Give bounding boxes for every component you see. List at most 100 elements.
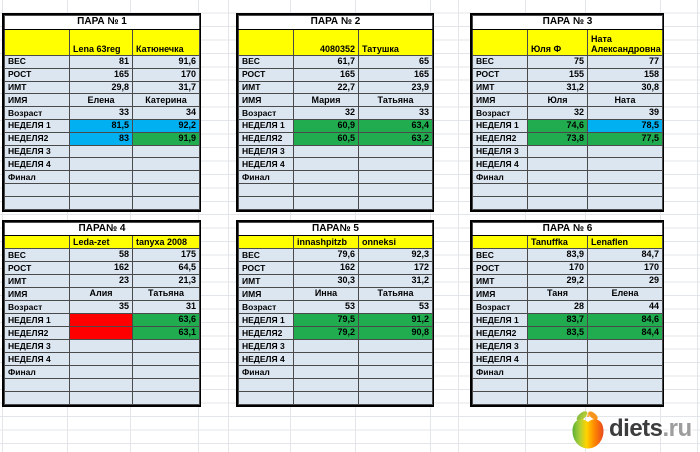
empty-cell[interactable]: [586, 195, 664, 210]
empty-cell[interactable]: [69, 182, 133, 197]
value-cell[interactable]: [293, 170, 359, 184]
empty-cell[interactable]: [293, 391, 359, 405]
corner-cell[interactable]: [238, 235, 294, 249]
empty-cell[interactable]: [238, 378, 294, 392]
value-cell[interactable]: 64,5: [131, 261, 201, 275]
row-label-cell[interactable]: ВЕС: [238, 248, 294, 262]
empty-cell[interactable]: [131, 391, 201, 405]
row-label-cell[interactable]: НЕДЕЛЯ2: [4, 131, 70, 146]
week-value-cell[interactable]: 83: [69, 131, 133, 146]
participant-name-cell[interactable]: onneksi: [357, 235, 434, 249]
value-cell[interactable]: [131, 339, 201, 353]
participant-name-cell[interactable]: Катюнечка: [131, 29, 201, 56]
week-value-cell[interactable]: 63,4: [357, 118, 434, 133]
empty-cell[interactable]: [357, 182, 434, 197]
week-value-cell[interactable]: 92,2: [131, 118, 201, 133]
row-label-cell[interactable]: НЕДЕЛЯ 3: [238, 339, 294, 353]
week-value-cell[interactable]: 79,5: [293, 313, 359, 327]
empty-cell[interactable]: [527, 195, 588, 210]
value-cell[interactable]: [69, 352, 133, 366]
row-label-cell[interactable]: НЕДЕЛЯ 4: [4, 352, 70, 366]
value-cell[interactable]: 31,2: [357, 274, 434, 288]
value-cell[interactable]: 84,7: [586, 248, 664, 262]
empty-cell[interactable]: [4, 195, 70, 210]
value-cell[interactable]: [293, 144, 359, 159]
pair-title[interactable]: ПАРА № 2: [237, 15, 434, 30]
empty-cell[interactable]: [238, 391, 294, 405]
row-label-cell[interactable]: РОСТ: [4, 261, 70, 275]
value-cell[interactable]: 162: [69, 261, 133, 275]
empty-cell[interactable]: [131, 378, 201, 392]
value-cell[interactable]: [293, 339, 359, 353]
pair-title[interactable]: ПАРА № 3: [471, 15, 664, 30]
value-cell[interactable]: [131, 365, 201, 379]
row-label-cell[interactable]: РОСТ: [472, 261, 528, 275]
value-cell[interactable]: 65: [357, 55, 434, 69]
empty-cell[interactable]: [586, 391, 664, 405]
value-cell[interactable]: 83,9: [527, 248, 588, 262]
week-value-cell[interactable]: 60,9: [293, 118, 359, 133]
participant-name-cell[interactable]: Tanuffka: [527, 235, 588, 249]
pair-title[interactable]: ПАРА № 6: [471, 222, 664, 236]
empty-cell[interactable]: [357, 195, 434, 210]
value-cell[interactable]: [357, 352, 434, 366]
value-cell[interactable]: Елена: [69, 93, 133, 108]
value-cell[interactable]: 165: [293, 67, 359, 82]
corner-cell[interactable]: [238, 29, 294, 56]
value-cell[interactable]: Татьяна: [131, 287, 201, 301]
week-value-cell[interactable]: 63,6: [131, 313, 201, 327]
value-cell[interactable]: 79,6: [293, 248, 359, 262]
empty-cell[interactable]: [4, 182, 70, 197]
participant-name-cell[interactable]: Юля Ф: [527, 29, 588, 56]
value-cell[interactable]: Ната: [586, 93, 664, 108]
empty-cell[interactable]: [293, 378, 359, 392]
row-label-cell[interactable]: ВЕС: [238, 55, 294, 69]
week-value-cell[interactable]: 73,8: [527, 131, 588, 146]
week-value-cell[interactable]: 90,8: [357, 326, 434, 340]
value-cell[interactable]: 32: [527, 106, 588, 120]
row-label-cell[interactable]: Финал: [4, 170, 70, 184]
value-cell[interactable]: [586, 170, 664, 184]
value-cell[interactable]: [357, 157, 434, 172]
value-cell[interactable]: [131, 352, 201, 366]
row-label-cell[interactable]: Возраст: [4, 106, 70, 120]
week-value-cell[interactable]: 63,2: [357, 131, 434, 146]
value-cell[interactable]: Юля: [527, 93, 588, 108]
value-cell[interactable]: 22,7: [293, 80, 359, 95]
week-value-cell[interactable]: 84,6: [586, 313, 664, 327]
participant-name-cell[interactable]: Leda-zet: [69, 235, 133, 249]
week-value-cell[interactable]: 60,5: [293, 131, 359, 146]
value-cell[interactable]: 170: [131, 67, 201, 82]
participant-name-cell[interactable]: Татушка: [357, 29, 434, 56]
pair-title[interactable]: ПАРА № 1: [3, 15, 201, 30]
row-label-cell[interactable]: РОСТ: [238, 261, 294, 275]
value-cell[interactable]: [527, 144, 588, 159]
row-label-cell[interactable]: НЕДЕЛЯ2: [238, 131, 294, 146]
value-cell[interactable]: [69, 144, 133, 159]
value-cell[interactable]: 21,3: [131, 274, 201, 288]
value-cell[interactable]: [527, 339, 588, 353]
value-cell[interactable]: 34: [131, 106, 201, 120]
row-label-cell[interactable]: ИМТ: [4, 274, 70, 288]
week-value-cell[interactable]: 78,5: [586, 118, 664, 133]
row-label-cell[interactable]: ИМЯ: [472, 93, 528, 108]
value-cell[interactable]: 175: [131, 248, 201, 262]
row-label-cell[interactable]: НЕДЕЛЯ 3: [472, 144, 528, 159]
value-cell[interactable]: 77: [586, 55, 664, 69]
value-cell[interactable]: [357, 144, 434, 159]
value-cell[interactable]: 158: [586, 67, 664, 82]
value-cell[interactable]: Мария: [293, 93, 359, 108]
value-cell[interactable]: [586, 339, 664, 353]
corner-cell[interactable]: [472, 29, 528, 56]
value-cell[interactable]: 29: [586, 274, 664, 288]
value-cell[interactable]: [357, 365, 434, 379]
row-label-cell[interactable]: Возраст: [472, 106, 528, 120]
empty-cell[interactable]: [238, 195, 294, 210]
value-cell[interactable]: [293, 157, 359, 172]
row-label-cell[interactable]: НЕДЕЛЯ 3: [472, 339, 528, 353]
value-cell[interactable]: [357, 170, 434, 184]
value-cell[interactable]: 30,3: [293, 274, 359, 288]
value-cell[interactable]: 30,8: [586, 80, 664, 95]
row-label-cell[interactable]: НЕДЕЛЯ 3: [238, 144, 294, 159]
value-cell[interactable]: 81: [69, 55, 133, 69]
